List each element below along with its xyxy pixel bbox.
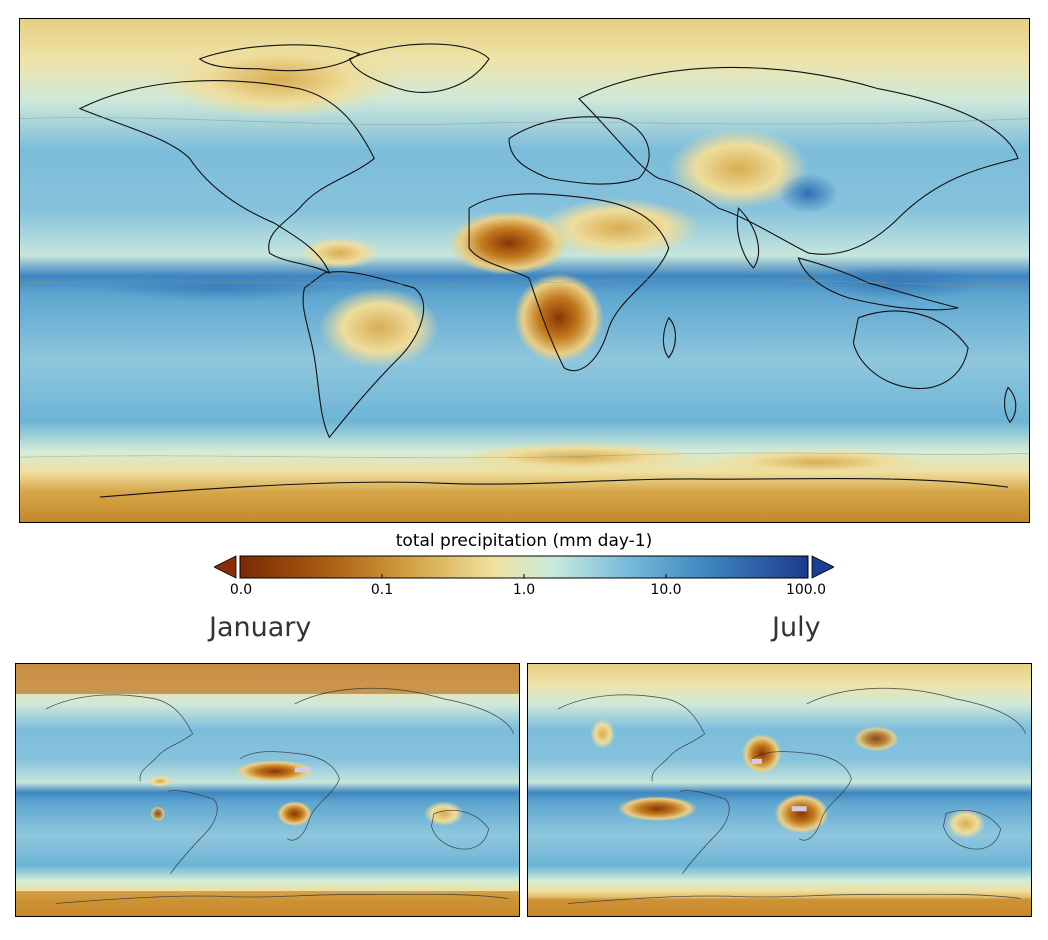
southern-africa-dry-region bbox=[514, 272, 604, 363]
southern-africa-dry-region bbox=[774, 793, 830, 834]
july-map-svg bbox=[528, 664, 1031, 916]
colorbar-max-extend bbox=[811, 555, 834, 579]
colorbar bbox=[214, 555, 834, 579]
colorbar-tick-label: 1.0 bbox=[512, 582, 536, 598]
january-precipitation-map bbox=[15, 663, 520, 917]
precipitation-field bbox=[528, 664, 1031, 916]
coastlines bbox=[45, 687, 514, 904]
sahara-dry-region bbox=[234, 760, 315, 783]
july-precipitation-map bbox=[527, 663, 1032, 917]
colorbar-tick-label: 0.1 bbox=[370, 582, 394, 598]
precipitation-field bbox=[16, 664, 519, 916]
colorbar-tick-label: 10.0 bbox=[650, 582, 682, 598]
colorbar-tick-label: 0.0 bbox=[229, 582, 253, 598]
coastlines bbox=[78, 43, 1019, 498]
january-map-svg bbox=[16, 664, 519, 916]
colorbar-min-extend bbox=[214, 555, 237, 579]
colorbar-tick-label: 100.0 bbox=[785, 582, 827, 598]
colorbar-title: total precipitation (mm day-1) bbox=[395, 531, 653, 551]
main-precipitation-map bbox=[19, 18, 1030, 523]
sahel-dry-region bbox=[449, 211, 569, 275]
coastlines bbox=[557, 687, 1026, 904]
sahara-dry-region bbox=[741, 733, 782, 774]
colorbar-tick-marks bbox=[239, 574, 809, 578]
main-map-svg bbox=[20, 19, 1029, 522]
contour-lines bbox=[20, 117, 1029, 459]
south-america-dry-region bbox=[617, 796, 698, 822]
january-label: January bbox=[209, 612, 312, 643]
july-label: July bbox=[772, 612, 821, 643]
